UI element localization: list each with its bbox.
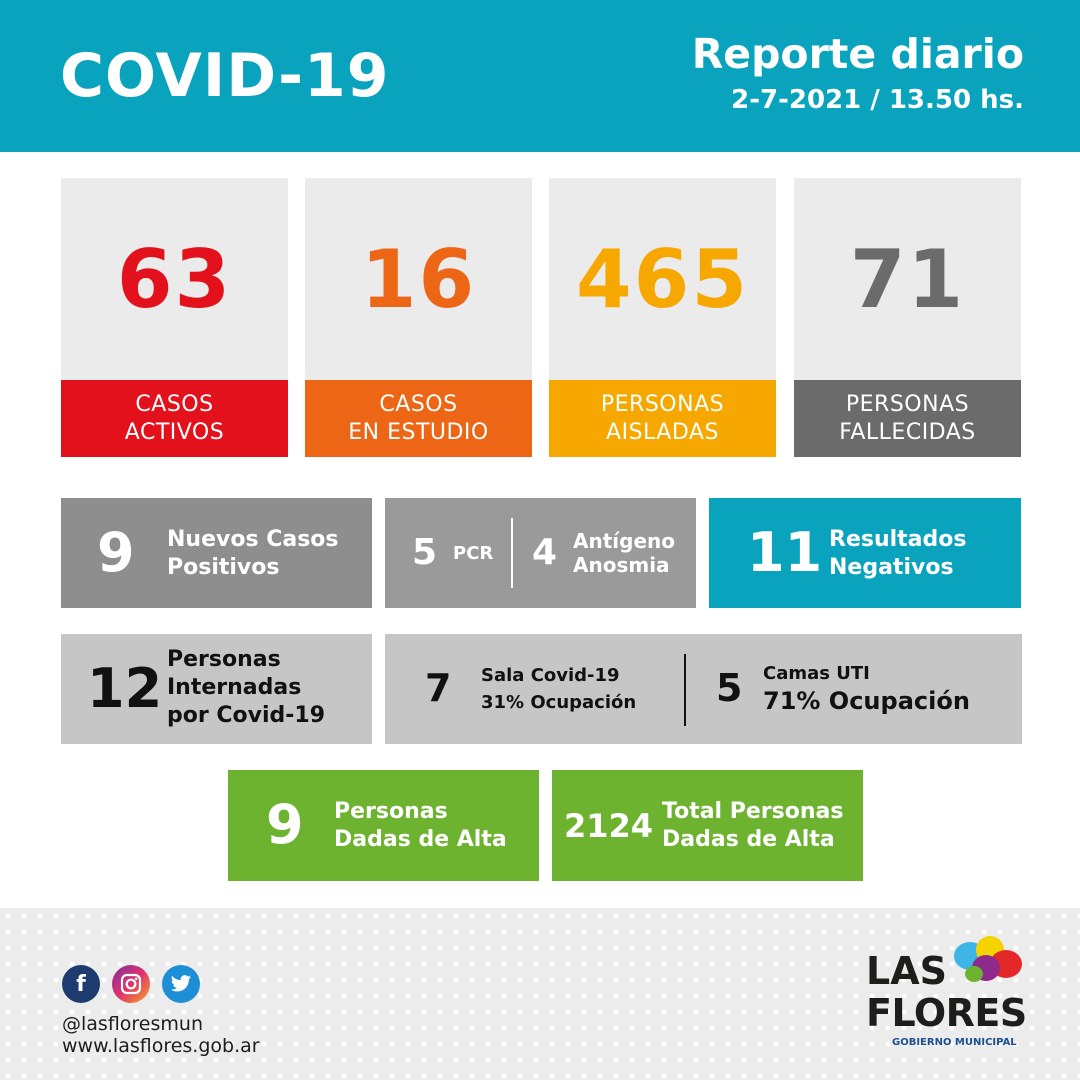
page-title: COVID-19 [60, 41, 390, 111]
header-banner [0, 0, 1080, 152]
total-discharged-value: 2124 [564, 807, 654, 845]
icu-occupancy: 71% Ocupación [763, 687, 970, 715]
active-cases-value: 63 [116, 232, 233, 326]
instagram-icon[interactable] [112, 965, 150, 1003]
card-cases-under-study: 16 CASOS EN ESTUDIO [305, 178, 532, 457]
icu-label: Camas UTI [763, 663, 870, 684]
logo-subtitle: GOBIERNO MUNICIPAL [892, 1037, 1017, 1048]
isolated-people-label: PERSONAS AISLADAS [549, 380, 776, 457]
discharged-today-box: 9 Personas Dadas de Alta [228, 770, 539, 881]
card-deceased-people: 71 PERSONAS FALLECIDAS [794, 178, 1021, 457]
isolated-people-value: 465 [576, 232, 749, 326]
negative-results-label: Resultados Negativos [829, 527, 967, 580]
deceased-people-label: PERSONAS FALLECIDAS [794, 380, 1021, 457]
hospitalized-value: 12 [87, 657, 163, 720]
discharged-today-value: 9 [266, 793, 304, 856]
total-discharged-label: Total Personas Dadas de Alta [662, 799, 844, 852]
twitter-icon[interactable] [162, 965, 200, 1003]
logo-line-flores: FLORES [866, 991, 1027, 1035]
pcr-value: 5 [412, 532, 438, 573]
pcr-label: PCR [453, 543, 494, 564]
deceased-people-value: 71 [849, 232, 966, 326]
antigen-label: Antígeno Anosmia [573, 529, 675, 577]
negative-results-box: 11 Resultados Negativos [709, 498, 1021, 608]
twitter-glyph [170, 975, 192, 992]
divider [684, 654, 686, 726]
divider [511, 518, 513, 588]
card-active-cases: 63 CASOS ACTIVOS [61, 178, 288, 457]
website-link[interactable]: www.lasflores.gob.ar [62, 1035, 260, 1057]
antigen-value: 4 [532, 532, 558, 573]
las-flores-logo: LAS FLORES GOBIERNO MUNICIPAL [866, 934, 1027, 1054]
instagram-glyph [120, 973, 142, 995]
icu-value: 5 [716, 666, 743, 710]
logo-line-las: LAS [866, 949, 947, 993]
new-positive-cases-box: 9 Nuevos Casos Positivos [61, 498, 372, 608]
report-date-time: 2-7-2021 / 13.50 hs. [731, 85, 1024, 115]
hospitalized-box: 12 Personas Internadas por Covid-19 [61, 634, 372, 744]
occupancy-box: 7 Sala Covid-19 31% Ocupación 5 Camas UT… [385, 634, 1022, 744]
social-handle[interactable]: @lasfloresmun [62, 1013, 203, 1035]
facebook-icon[interactable]: f [62, 965, 100, 1003]
negative-results-value: 11 [747, 521, 823, 584]
flower-logo-icon [954, 936, 1022, 982]
discharged-today-label: Personas Dadas de Alta [334, 799, 507, 852]
cases-under-study-label: CASOS EN ESTUDIO [305, 380, 532, 457]
card-isolated-people: 465 PERSONAS AISLADAS [549, 178, 776, 457]
active-cases-label: CASOS ACTIVOS [61, 380, 288, 457]
hospitalized-label: Personas Internadas por Covid-19 [167, 647, 326, 728]
report-title: Reporte diario [691, 30, 1024, 78]
covid-ward-occupancy: 31% Ocupación [481, 692, 637, 713]
covid-ward-label: Sala Covid-19 [481, 665, 620, 686]
cases-under-study-value: 16 [360, 232, 477, 326]
new-positive-cases-label: Nuevos Casos Positivos [167, 527, 339, 580]
test-breakdown-box: 5 PCR 4 Antígeno Anosmia [385, 498, 696, 608]
covid-ward-value: 7 [425, 666, 452, 710]
new-positive-cases-value: 9 [97, 521, 135, 584]
total-discharged-box: 2124 Total Personas Dadas de Alta [552, 770, 863, 881]
